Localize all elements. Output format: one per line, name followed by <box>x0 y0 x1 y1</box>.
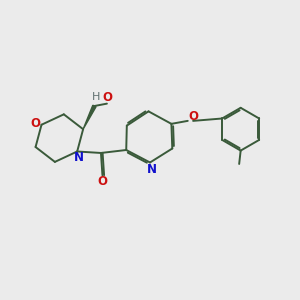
Text: O: O <box>103 91 112 104</box>
Text: O: O <box>30 117 40 130</box>
Text: O: O <box>98 175 107 188</box>
Text: N: N <box>74 151 84 164</box>
Text: O: O <box>188 110 198 123</box>
Text: N: N <box>146 163 157 176</box>
Text: H: H <box>92 92 100 102</box>
Polygon shape <box>83 105 96 129</box>
